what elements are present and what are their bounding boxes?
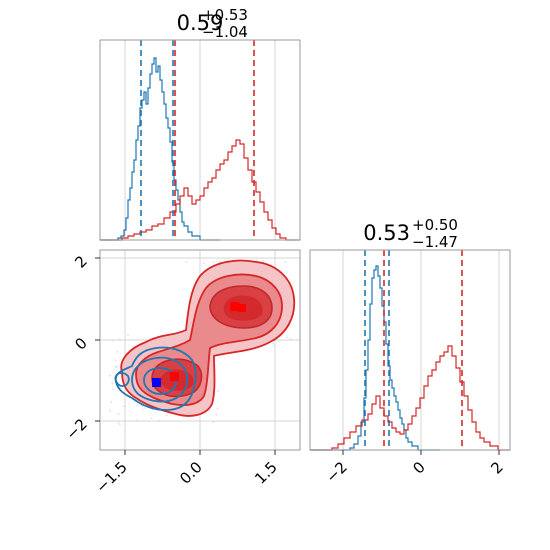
top-histogram-red-series <box>100 139 300 241</box>
blue-contour-inner <box>143 367 177 395</box>
sample-point <box>116 366 118 368</box>
sample-point <box>202 262 205 265</box>
red-best-fit-marker-upper-2 <box>238 304 246 312</box>
sample-point <box>112 388 115 390</box>
blue-contour-outer <box>114 346 197 411</box>
sample-point <box>127 334 129 336</box>
right-histogram-frame <box>309 249 511 451</box>
top-histogram-blue-series <box>100 57 220 241</box>
sample-point <box>150 417 153 419</box>
right-x-ticks: −2 0 2 <box>322 450 507 486</box>
contour-xtick-label-2: 1.5 <box>251 458 281 488</box>
sample-point <box>212 421 215 424</box>
contour-xtick-label-0: −1.5 <box>92 458 130 496</box>
sample-point <box>286 336 288 339</box>
blue-best-fit-marker <box>152 378 161 387</box>
sample-point <box>118 423 121 426</box>
contour-ytick-label-2: −2 <box>62 415 90 443</box>
right-xtick-label-0: −2 <box>322 458 350 486</box>
top-title-sup: +0.53 <box>202 6 248 24</box>
top-histogram-title: 0.59 <box>177 11 224 35</box>
right-title-sup: +0.50 <box>412 216 458 234</box>
top-histogram-frame <box>99 39 301 241</box>
sample-point <box>165 414 168 417</box>
sample-point <box>111 382 114 385</box>
sample-point <box>272 342 274 345</box>
sample-point <box>215 413 218 416</box>
right-xtick-label-2: 2 <box>487 458 506 477</box>
sample-point <box>122 405 125 408</box>
top-histogram-panel: 0.59 +0.53 −1.04 <box>99 6 301 241</box>
red-best-fit-marker-upper <box>230 302 239 311</box>
contour-x-ticks: −1.5 0.0 1.5 <box>92 450 281 497</box>
sample-point <box>109 374 111 377</box>
sample-point <box>216 407 219 410</box>
top-histogram-quantile-lines <box>140 40 255 240</box>
sample-point <box>109 409 112 412</box>
sample-point <box>119 338 121 341</box>
sample-point <box>213 261 216 264</box>
top-histogram-grid <box>124 40 276 240</box>
sample-point <box>110 401 113 404</box>
sample-point <box>117 421 120 424</box>
contour-ytick-label-1: 0 <box>71 334 90 353</box>
sample-point <box>284 260 287 263</box>
contour-xtick-label-1: 0.0 <box>176 458 206 488</box>
top-title-sub: −1.04 <box>202 23 248 41</box>
blue-contour-mid <box>131 356 189 403</box>
sample-point <box>114 359 117 362</box>
sample-point <box>116 350 119 353</box>
sample-point <box>135 419 138 422</box>
right-histogram-red-series <box>310 345 510 451</box>
contour-panel: −1.5 0.0 1.5 2 0 −2 <box>62 249 301 497</box>
sample-point <box>114 365 117 368</box>
sample-point <box>185 261 188 263</box>
red-contour-core <box>160 295 263 391</box>
right-histogram-panel: 0.53 +0.50 −1.47 −2 0 2 <box>309 216 511 486</box>
sample-point <box>136 404 139 407</box>
right-xtick-label-1: 0 <box>409 458 428 477</box>
blue-contour-left-lobe <box>114 372 130 387</box>
sample-point <box>117 413 120 416</box>
right-title-sub: −1.47 <box>412 233 458 251</box>
contour-y-ticks: 2 0 −2 <box>62 252 100 443</box>
sample-point <box>143 407 146 410</box>
sample-point <box>261 260 264 263</box>
right-histogram-grid <box>342 250 500 450</box>
top-title-main: 0.59 <box>177 11 224 35</box>
contour-plot-area <box>109 259 296 426</box>
sample-point <box>289 337 292 340</box>
right-histogram-quantile-lines <box>364 250 463 450</box>
sample-point <box>256 259 258 262</box>
sample-point <box>216 390 219 392</box>
right-title-main: 0.53 <box>363 221 410 245</box>
contour-ytick-label-0: 2 <box>71 252 90 271</box>
sample-point <box>112 339 114 342</box>
red-best-fit-marker-lower <box>170 372 179 381</box>
sample-point <box>158 420 160 422</box>
